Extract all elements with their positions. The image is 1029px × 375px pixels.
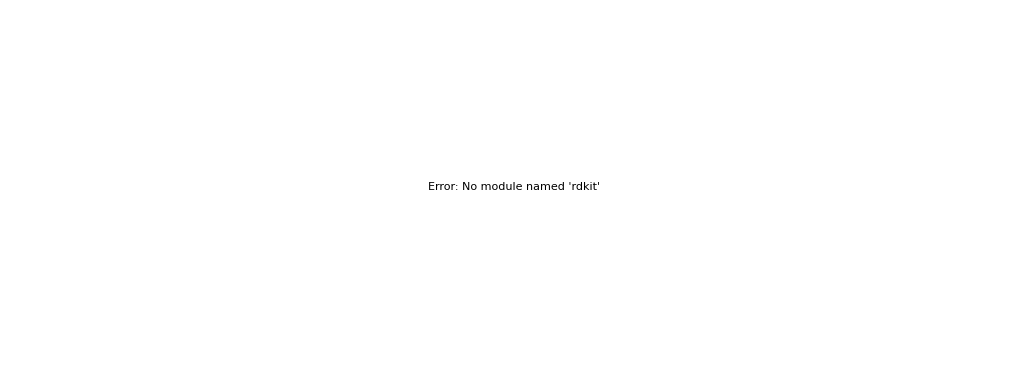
Text: Error: No module named 'rdkit': Error: No module named 'rdkit': [428, 183, 601, 192]
